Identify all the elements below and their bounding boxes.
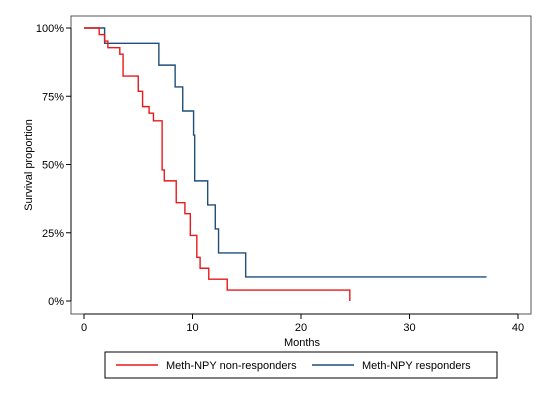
x-tick-label: 30 [403,322,415,334]
series-layer [84,27,487,301]
y-axis-title: Survival proportion [23,119,35,211]
x-tick-label: 40 [512,322,524,334]
legend: Meth-NPY non-responders Meth-NPY respond… [104,351,498,379]
x-tick-label: 0 [81,322,87,334]
y-tick-label: 100% [36,23,64,35]
legend-label-non-responders: Meth-NPY non-responders [166,360,297,372]
x-tick-label: 20 [295,322,307,334]
x-axis-ticks: 0 10 20 30 40 [81,314,524,334]
y-axis-ticks: 0% 25% 50% 75% 100% [36,23,71,308]
y-tick-label: 0% [48,296,64,308]
series-line-responders [84,27,487,278]
legend-box [104,351,498,379]
y-tick-label: 25% [42,228,64,240]
x-axis-title: Months [284,337,321,349]
y-tick-label: 50% [42,160,64,172]
x-tick-label: 10 [186,322,198,334]
plot-frame [70,15,532,315]
series-line-non-responders [84,27,351,301]
y-tick-label: 75% [42,91,64,103]
legend-label-responders: Meth-NPY responders [362,360,471,372]
